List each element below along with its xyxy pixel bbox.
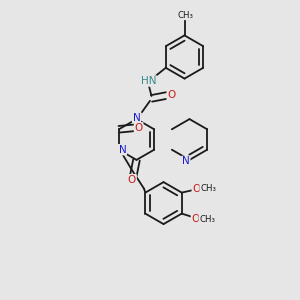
- Text: N: N: [118, 145, 126, 155]
- Text: O: O: [167, 90, 176, 100]
- Text: CH₃: CH₃: [200, 184, 216, 193]
- Text: CH₃: CH₃: [178, 11, 194, 20]
- Text: N: N: [133, 112, 140, 123]
- Text: CH₃: CH₃: [199, 215, 215, 224]
- Text: O: O: [192, 184, 200, 194]
- Text: O: O: [191, 214, 200, 224]
- Text: HN: HN: [141, 76, 156, 86]
- Text: O: O: [134, 123, 143, 133]
- Text: O: O: [128, 175, 136, 185]
- Text: N: N: [182, 156, 190, 167]
